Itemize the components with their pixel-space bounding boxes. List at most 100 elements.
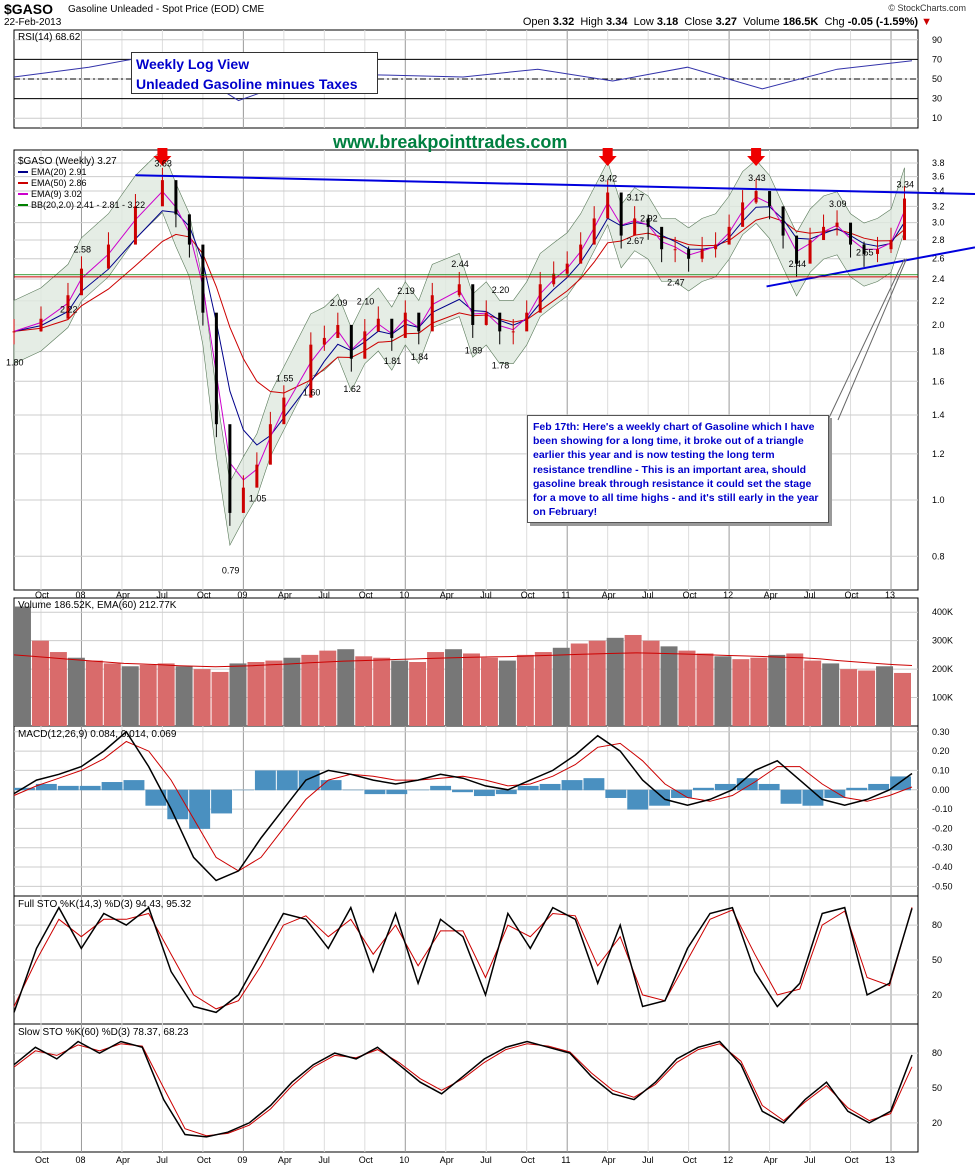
price-bar-body	[133, 206, 137, 245]
y-tick-label: 200K	[932, 664, 953, 674]
price-bar-body	[376, 318, 380, 332]
x-tick-label: Oct	[197, 590, 212, 600]
macd-histogram-bar	[890, 776, 911, 791]
volume-bar	[894, 672, 911, 726]
y-tick-label: 50	[932, 955, 942, 965]
down-arrow-icon	[747, 148, 766, 166]
x-tick-label: 12	[723, 590, 733, 600]
volume-bar	[427, 652, 445, 726]
price-bar-body	[889, 240, 893, 250]
macd-histogram-bar	[758, 783, 780, 791]
x-tick-label: Oct	[683, 590, 698, 600]
macd-histogram-bar	[298, 770, 320, 791]
x-tick-label: Apr	[116, 590, 130, 600]
macd-histogram-bar	[495, 789, 517, 795]
price-label: 2.55	[856, 248, 874, 258]
y-tick-label: 50	[932, 1083, 942, 1093]
price-bar-body	[822, 226, 826, 241]
copyright-notice: © StockCharts.com	[888, 3, 966, 13]
price-label: 2.44	[789, 259, 807, 269]
macd-histogram-bar	[473, 789, 495, 797]
title-bar: $GASO Gasoline Unleaded - Spot Price (EO…	[2, 0, 972, 30]
y-tick-label: 10	[932, 113, 942, 123]
macd-histogram-bar	[649, 789, 671, 806]
price-bar-body	[660, 226, 664, 250]
price-bar-body	[268, 424, 272, 465]
price-bar-body	[336, 324, 340, 338]
macd-histogram-bar	[846, 787, 868, 791]
macd-histogram-bar	[254, 770, 276, 791]
y-tick-label: 0.10	[932, 765, 950, 775]
price-bar-body	[228, 424, 232, 513]
price-bar-body	[876, 249, 880, 254]
price-label: 2.47	[667, 278, 685, 288]
close-value: 3.27	[715, 16, 737, 28]
macd-histogram-bar	[517, 785, 539, 791]
x-tick-label: 08	[75, 590, 85, 600]
price-bar-body	[498, 312, 502, 332]
macd-histogram-bar	[79, 785, 101, 791]
legend-entry: BB(20,2.0) 2.41 - 2.81 - 3.22	[31, 200, 145, 210]
x-tick-label: Oct	[683, 1155, 698, 1165]
resistance-trendline	[135, 174, 975, 196]
x-tick-label: 08	[75, 1155, 85, 1165]
volume-bar	[768, 654, 786, 726]
volume-bar	[445, 649, 462, 726]
high-value: 3.34	[606, 16, 628, 28]
price-label: 0.79	[222, 565, 240, 575]
macd-histogram-bar	[583, 778, 605, 791]
x-tick-label: Jul	[318, 590, 330, 600]
macd-histogram-bar	[408, 789, 430, 791]
price-bar-body	[511, 331, 515, 333]
volume-bar	[319, 650, 337, 726]
volume-bar	[157, 663, 175, 726]
price-bar-body	[849, 222, 853, 245]
x-tick-label: 11	[561, 590, 570, 600]
macd-histogram-bar	[14, 787, 35, 791]
panel-title-rsi: RSI(14) 68.62	[18, 32, 81, 43]
y-tick-label: 80	[932, 920, 942, 930]
ema20-line	[13, 206, 905, 446]
macd-histogram-bar	[189, 789, 211, 829]
macd-histogram-bar	[320, 780, 342, 791]
volume-bar	[804, 660, 822, 726]
y-tick-label: 2.6	[932, 254, 945, 264]
price-bar-body	[795, 235, 799, 264]
x-tick-label: Oct	[521, 1155, 536, 1165]
price-label: 2.67	[627, 236, 645, 246]
close-label: Close	[684, 16, 713, 28]
price-label: 2.44	[451, 259, 469, 269]
macd-histogram-bar	[276, 770, 298, 791]
price-bar-body	[714, 244, 718, 250]
stochastic-k-line	[13, 1040, 913, 1138]
price-bar-body	[309, 344, 313, 398]
price-bar-body	[835, 222, 839, 227]
price-bar-body	[79, 268, 83, 296]
price-bar-body	[741, 202, 745, 227]
x-tick-label: Apr	[602, 1155, 616, 1165]
y-tick-label: 80	[932, 1048, 942, 1058]
volume-ema-line	[13, 652, 913, 668]
macd-histogram-bar	[123, 780, 145, 791]
y-tick-label: 70	[932, 54, 942, 64]
x-tick-label: Jul	[804, 590, 816, 600]
macd-histogram-bar	[386, 789, 408, 795]
price-label: 3.42	[600, 174, 618, 184]
volume-bar	[409, 662, 427, 726]
price-label: 1.80	[6, 358, 24, 368]
y-tick-label: 1.2	[932, 449, 945, 459]
open-label: Open	[522, 16, 550, 28]
x-tick-label: Apr	[764, 1155, 778, 1165]
volume-bar	[211, 671, 229, 726]
price-bar-body	[349, 324, 353, 359]
price-bar-body	[12, 331, 16, 333]
y-tick-label: 0.00	[932, 785, 950, 795]
volume-label: Volume	[743, 16, 780, 28]
price-bar-body	[39, 318, 43, 332]
macd-histogram-bar	[57, 785, 79, 791]
price-bar-body	[781, 206, 785, 236]
macd-histogram-bar	[605, 789, 627, 798]
macd-histogram-bar	[211, 789, 233, 814]
panel-title-full-sto: Full STO %K(14,3) %D(3) 94.43, 95.32	[18, 899, 192, 910]
x-tick-label: Jul	[642, 1155, 654, 1165]
